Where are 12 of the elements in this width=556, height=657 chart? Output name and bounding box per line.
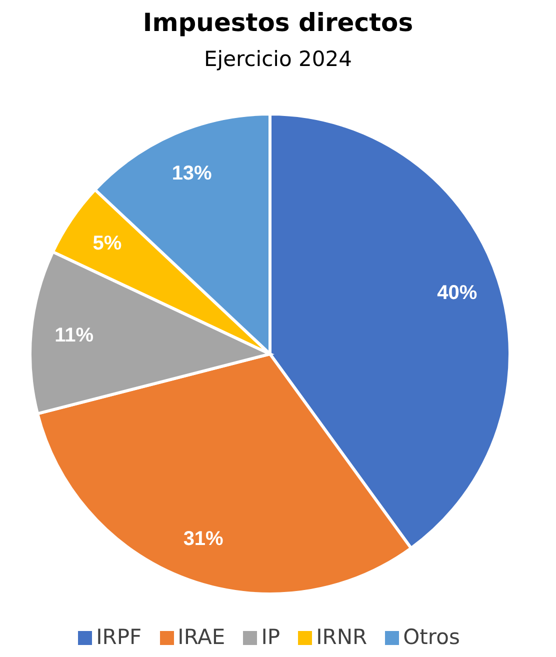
data-label: 40% [437, 282, 478, 304]
data-label: 13% [172, 162, 212, 184]
legend-label: IRAE [178, 625, 226, 649]
legend-label: IRPF [96, 625, 142, 649]
legend-label: IRNR [316, 625, 368, 649]
chart-title: Impuestos directos [142, 8, 414, 37]
legend-label: IP [261, 625, 280, 649]
data-label: 11% [54, 324, 94, 346]
legend-label: Otros [403, 625, 460, 649]
chart-subtitle: Ejercicio 2024 [203, 47, 353, 71]
data-label: 31% [183, 528, 224, 550]
data-label: 5% [92, 232, 122, 254]
